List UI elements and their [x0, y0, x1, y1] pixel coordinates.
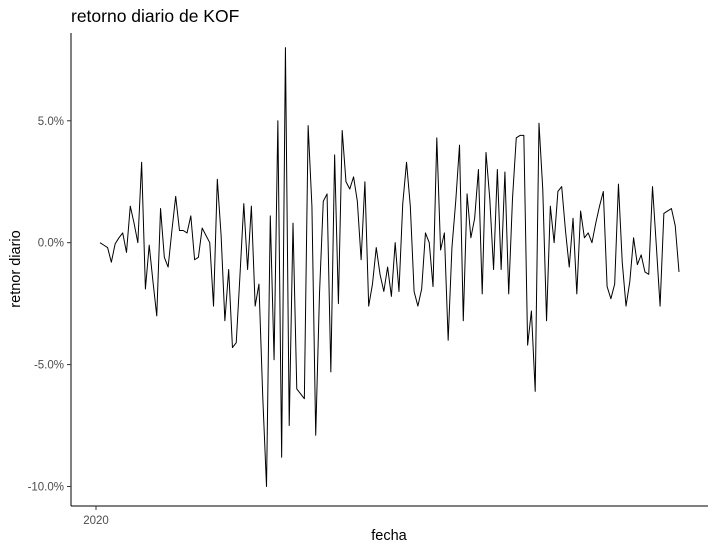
series-line-daily-return — [99, 47, 680, 487]
plot-area: 5.0% 0.0% -5.0% -10.0% 2020 — [28, 33, 708, 527]
y-tick-label: 5.0% — [38, 116, 64, 128]
x-axis-ticks: 2020 — [83, 506, 109, 527]
chart-title: retorno diario de KOF — [71, 6, 239, 26]
y-tick-label: 0.0% — [38, 238, 64, 250]
y-tick-label: -5.0% — [34, 360, 64, 372]
y-axis-title: retnor diario — [8, 230, 24, 307]
y-tick-label: -10.0% — [28, 481, 64, 493]
y-axis-ticks: 5.0% 0.0% -5.0% -10.0% — [28, 116, 71, 493]
x-axis-title: fecha — [371, 528, 407, 544]
x-tick-label: 2020 — [83, 515, 109, 527]
